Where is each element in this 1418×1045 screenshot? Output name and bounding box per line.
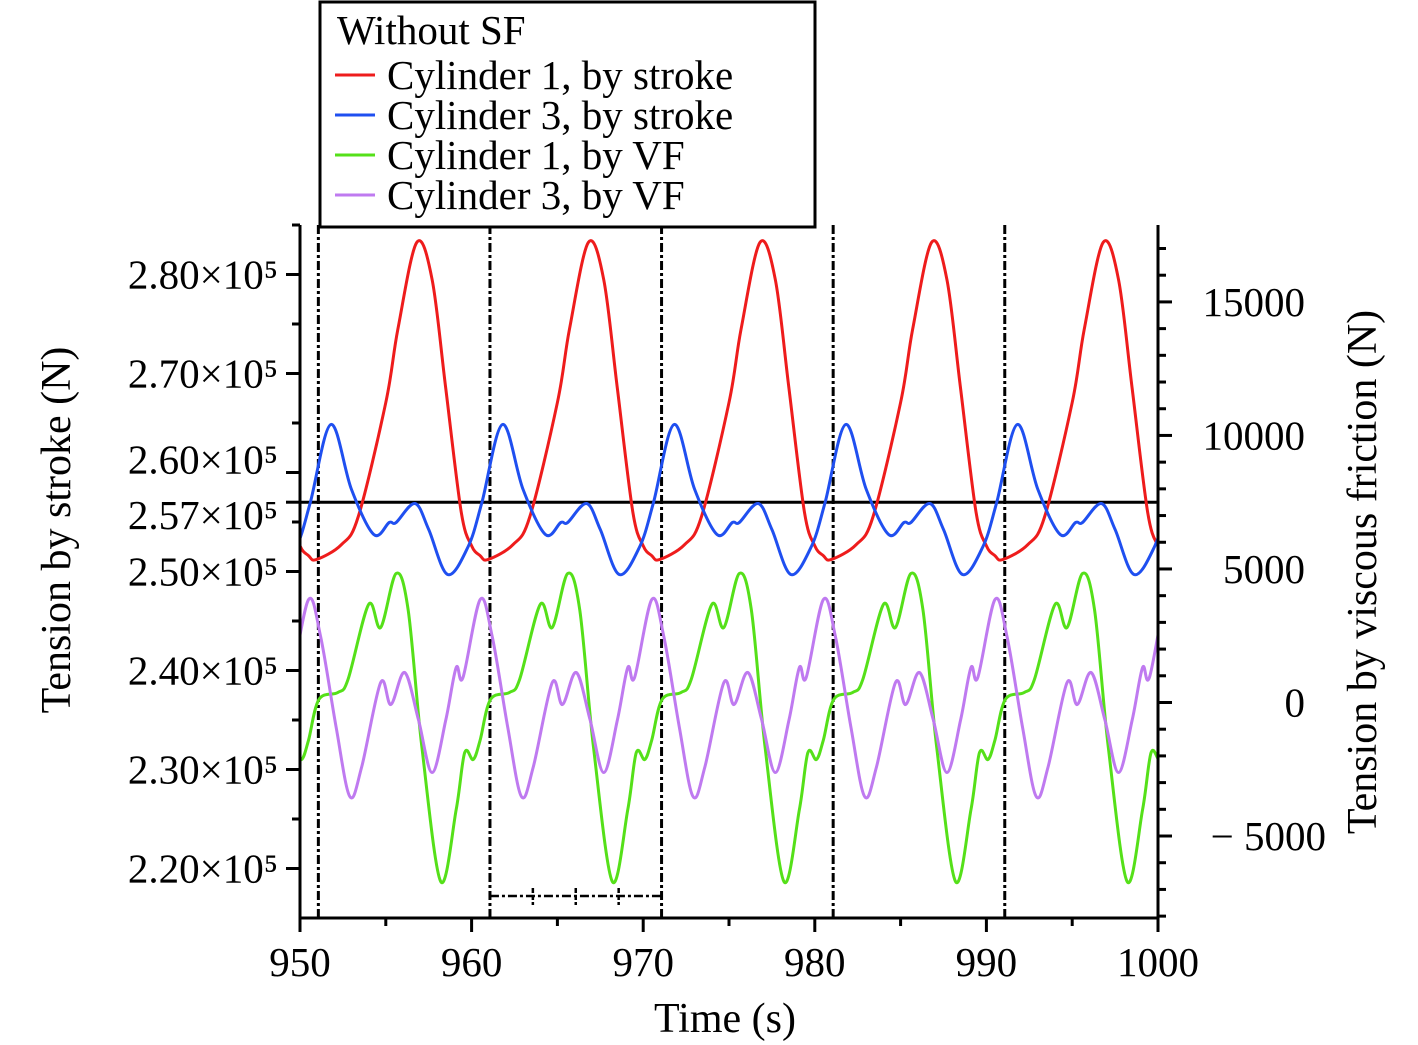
x-tick-label: 970 (612, 939, 674, 985)
legend: Without SF Cylinder 1, by strokeCylinder… (318, 0, 817, 229)
left-tick-label: 2.20×10⁵ (128, 846, 278, 892)
series-group (300, 239, 1158, 885)
series-line-3 (300, 571, 1158, 885)
left-tick-label: 2.40×10⁵ (128, 648, 278, 694)
right-axis-title: Tension by viscous friction (N) (1340, 310, 1386, 834)
legend-label: Cylinder 1, by VF (387, 132, 685, 178)
x-tick-label: 960 (441, 939, 503, 985)
legend-box (318, 0, 817, 229)
vertical-markers (316, 225, 1007, 918)
left-tick-label: 2.57×10⁵ (128, 492, 278, 538)
right-tick-label: 15000 (1203, 279, 1306, 325)
left-axis-title: Tension by stroke (N) (34, 347, 80, 714)
right-tick-label: − 5000 (1211, 813, 1326, 859)
x-tick-label: 1000 (1117, 939, 1199, 985)
left-tick-label: 2.70×10⁵ (128, 351, 278, 397)
x-tick-label: 980 (784, 939, 846, 985)
left-tick-label: 2.80×10⁵ (128, 252, 278, 298)
left-tick-label: 2.60×10⁵ (128, 437, 278, 483)
x-tick-label: 950 (269, 939, 331, 985)
series-line-2 (300, 422, 1158, 577)
period-scale-bar (489, 888, 662, 905)
right-tick-label: 10000 (1203, 412, 1306, 458)
axes: 950 960 970 980 990 1000 2.20×10⁵ 2.30×10⁵ 2.40×… (128, 223, 1326, 985)
right-tick-label: 5000 (1223, 546, 1305, 592)
series-line-1 (300, 239, 1158, 562)
series-line-4 (300, 596, 1158, 800)
right-tick-label: 0 (1285, 679, 1306, 725)
left-tick-label: 2.30×10⁵ (128, 747, 278, 793)
x-axis-title: Time (s) (654, 996, 796, 1042)
left-tick-label: 2.50×10⁵ (128, 549, 278, 595)
legend-label: Cylinder 3, by VF (387, 172, 685, 218)
legend-label: Cylinder 3, by stroke (387, 92, 733, 138)
legend-label: Cylinder 1, by stroke (387, 52, 733, 98)
x-tick-label: 990 (956, 939, 1018, 985)
legend-title: Without SF (337, 7, 526, 53)
